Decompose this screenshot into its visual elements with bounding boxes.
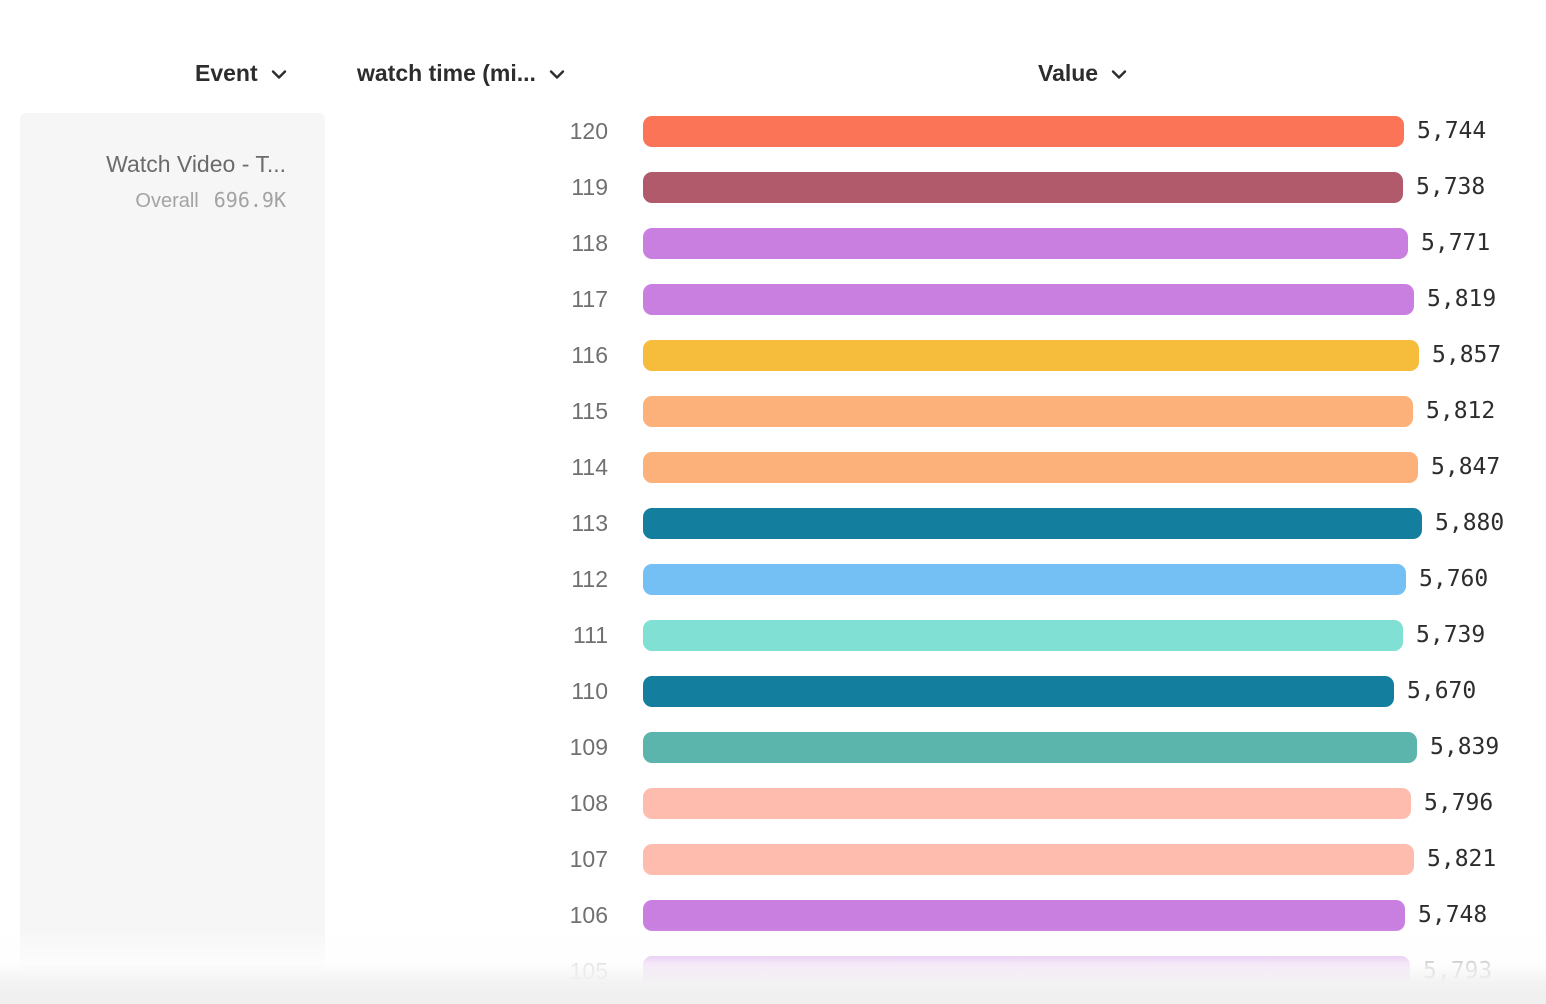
segment-total-value: 696.9K xyxy=(213,188,286,212)
chevron-down-icon xyxy=(549,69,565,80)
bar-value-label: 5,880 xyxy=(1435,510,1505,536)
bar-value-label: 5,857 xyxy=(1432,342,1502,368)
bar-rows: 120 5,744 119 5,738 118 5,771 117 5,819 116 5,857… xyxy=(0,103,1546,999)
chart-row: 105 5,793 xyxy=(0,943,1546,999)
chart-row: 111 5,739 xyxy=(0,607,1546,663)
event-row-card[interactable]: Watch Video - T... Overall 696.9K xyxy=(20,113,325,970)
bar-category-label: 105 xyxy=(569,957,608,984)
bar-value-label: 5,748 xyxy=(1418,902,1488,928)
chevron-down-icon xyxy=(1111,69,1127,80)
chart-row: 118 5,771 xyxy=(0,215,1546,271)
bar[interactable] xyxy=(643,787,1411,819)
bar-value-label: 5,771 xyxy=(1421,230,1491,256)
chart-row: 116 5,857 xyxy=(0,327,1546,383)
bar-category-label: 119 xyxy=(571,173,608,200)
bar-value-label: 5,760 xyxy=(1419,566,1489,592)
series-column-header[interactable]: watch time (mi... xyxy=(357,58,565,88)
value-column-label: Value xyxy=(1038,59,1099,86)
bar[interactable] xyxy=(643,843,1414,875)
bar-value-label: 5,847 xyxy=(1431,454,1501,480)
bar-category-label: 118 xyxy=(571,229,608,256)
segment-label: Overall xyxy=(135,190,199,212)
bar-value-label: 5,738 xyxy=(1416,174,1486,200)
bar[interactable] xyxy=(643,955,1410,987)
bar-category-label: 106 xyxy=(569,901,608,928)
bar-category-label: 109 xyxy=(569,733,608,760)
chart-row: 106 5,748 xyxy=(0,887,1546,943)
bar-category-label: 115 xyxy=(571,397,608,424)
bar-category-label: 108 xyxy=(569,789,608,816)
series-column-label: watch time (mi... xyxy=(357,59,536,86)
bar-category-label: 113 xyxy=(571,509,608,536)
bar-value-label: 5,812 xyxy=(1426,398,1496,424)
bar-value-label: 5,839 xyxy=(1430,734,1500,760)
chart-row: 117 5,819 xyxy=(0,271,1546,327)
bar-category-label: 120 xyxy=(569,117,608,144)
bar-value-label: 5,739 xyxy=(1416,622,1486,648)
bar[interactable] xyxy=(643,675,1394,707)
chart-row: 120 5,744 xyxy=(0,103,1546,159)
chart-row: 119 5,738 xyxy=(0,159,1546,215)
bar[interactable] xyxy=(643,395,1413,427)
bar-value-label: 5,670 xyxy=(1407,678,1477,704)
event-column-label: Event xyxy=(195,59,258,86)
bar[interactable] xyxy=(643,507,1422,539)
bar-value-label: 5,821 xyxy=(1427,846,1497,872)
bar-category-label: 110 xyxy=(571,677,608,704)
value-column-header[interactable]: Value xyxy=(1038,58,1127,88)
bar-category-label: 114 xyxy=(571,453,608,480)
bar-category-label: 112 xyxy=(571,565,608,592)
chart-row: 108 5,796 xyxy=(0,775,1546,831)
bar-category-label: 116 xyxy=(571,341,608,368)
chevron-down-icon xyxy=(271,69,287,80)
chart-row: 107 5,821 xyxy=(0,831,1546,887)
bar[interactable] xyxy=(643,227,1408,259)
bar[interactable] xyxy=(643,339,1419,371)
event-name[interactable]: Watch Video - T... xyxy=(106,151,286,177)
bar-value-label: 5,744 xyxy=(1417,118,1487,144)
bar-category-label: 111 xyxy=(573,621,608,648)
bar-category-label: 117 xyxy=(571,285,608,312)
bar[interactable] xyxy=(643,115,1404,147)
chart-row: 113 5,880 xyxy=(0,495,1546,551)
bar-value-label: 5,819 xyxy=(1427,286,1497,312)
chart-row: 109 5,839 xyxy=(0,719,1546,775)
event-column-header[interactable]: Event xyxy=(195,58,287,88)
chart-row: 112 5,760 xyxy=(0,551,1546,607)
bar[interactable] xyxy=(643,619,1403,651)
bar-value-label: 5,796 xyxy=(1424,790,1494,816)
bar[interactable] xyxy=(643,899,1405,931)
bar[interactable] xyxy=(643,171,1403,203)
bar[interactable] xyxy=(643,731,1417,763)
bar[interactable] xyxy=(643,563,1406,595)
chart-row: 115 5,812 xyxy=(0,383,1546,439)
bar-category-label: 107 xyxy=(569,845,608,872)
event-segment-row: Overall 696.9K xyxy=(32,188,286,213)
chart-row: 110 5,670 xyxy=(0,663,1546,719)
bar-value-label: 5,793 xyxy=(1423,958,1493,984)
chart-row: 114 5,847 xyxy=(0,439,1546,495)
bar[interactable] xyxy=(643,451,1418,483)
bar[interactable] xyxy=(643,283,1414,315)
